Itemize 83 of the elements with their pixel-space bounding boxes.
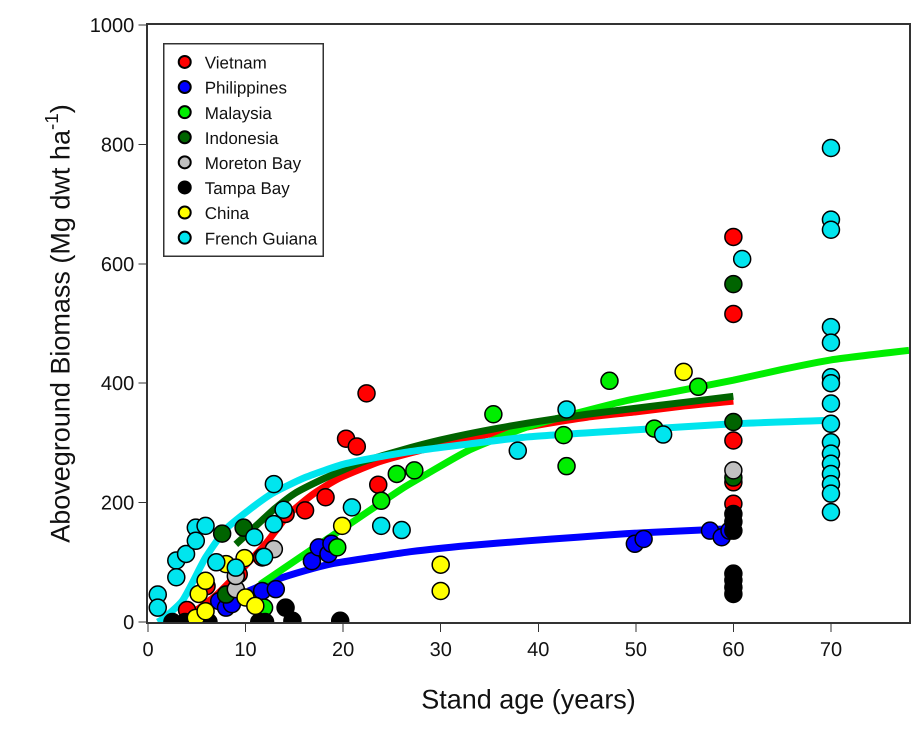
y-tick-label: 600 [100,254,134,276]
point [634,530,653,548]
point [689,378,708,396]
legend-label: Moreton Bay [204,154,302,173]
point [316,488,335,506]
point [296,501,314,520]
point [600,372,619,390]
point [724,412,743,432]
legend-label: Malaysia [204,104,272,123]
point [264,474,284,494]
x-tick-label: 50 [624,638,647,661]
point [332,516,352,536]
x-tick-label: 30 [430,638,452,661]
point [822,138,840,158]
point [674,362,693,382]
point [554,426,573,444]
point [724,461,743,480]
point [167,568,186,586]
point [392,520,411,540]
point [557,456,576,476]
point [372,516,390,536]
x-tick-label: 70 [820,638,842,661]
point [245,528,264,546]
point [369,475,388,494]
point [186,532,206,550]
point [508,441,528,460]
point [266,580,286,598]
point [822,394,840,413]
point [654,425,672,444]
x-tick-label: 40 [527,638,550,661]
point [431,582,450,600]
x-tick-label: 60 [722,638,745,661]
point [357,384,376,403]
point [431,555,450,574]
x-tick-label: 20 [332,638,354,661]
point [264,514,284,534]
point [822,333,840,352]
point [274,500,293,519]
point [212,524,232,543]
point [557,400,576,419]
point [196,516,215,536]
point [196,602,215,620]
point [822,374,840,392]
point [226,558,246,577]
point [196,572,215,590]
point [302,552,322,570]
point [822,414,840,434]
point [822,220,840,240]
y-tick-label: 1000 [90,15,134,37]
point [822,502,840,522]
point [724,274,743,294]
point [342,498,362,517]
point [372,492,390,510]
y-tick-label: 400 [100,373,134,396]
y-tick-label: 200 [100,492,134,515]
point [246,596,265,616]
legend-label: Indonesia [204,128,279,148]
point [348,437,366,456]
point [405,461,424,480]
y-tick-label: 0 [123,612,134,634]
legend-label: French Guiana [204,229,318,248]
legend-label: China [204,204,250,224]
legend-label: Tampa Bay [204,179,290,198]
point [176,544,196,564]
y-tick-label: 800 [100,134,134,156]
point [822,318,840,336]
point [207,553,226,572]
x-tick-label: 10 [234,638,257,661]
point [724,304,743,324]
x-tick-label: 0 [142,638,154,661]
point [822,484,840,503]
point [148,598,168,617]
point [724,228,743,246]
x-axis-title: Stand age (years) [421,684,636,715]
point [189,584,208,604]
point [724,431,743,450]
legend-label: Philippines [204,78,287,98]
legend-label: Vietnam [204,54,267,73]
point [276,598,295,617]
point [388,464,406,484]
point [484,404,503,424]
point [732,250,752,268]
point [328,538,347,557]
